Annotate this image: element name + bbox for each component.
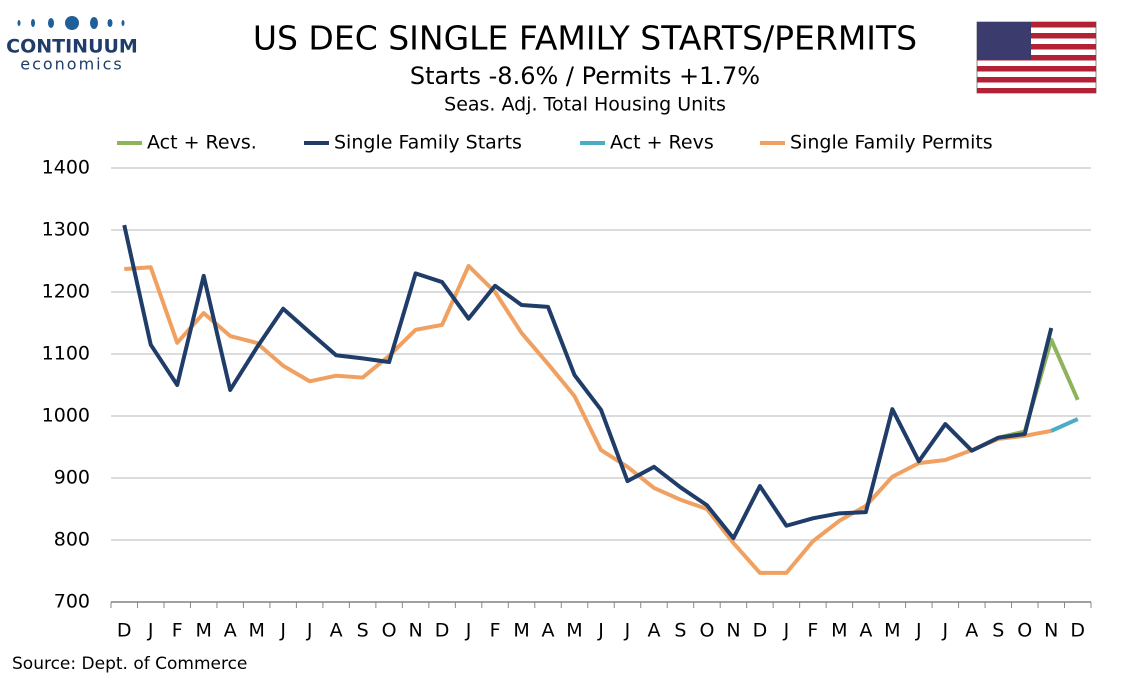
x-tick-label: S [992,620,1004,642]
y-tick-label: 1100 [42,343,90,365]
source: Source: Dept. of Commerce [12,654,247,674]
logo-tagline: economics [20,55,124,74]
x-tick-label: M [195,620,211,642]
x-tick-label: S [674,620,686,642]
y-tick-label: 1200 [42,281,90,303]
x-tick-label: J [783,620,790,642]
logo: CONTINUUM economics [6,16,138,74]
x-tick-label: J [465,620,472,642]
x-tick-label: D [1070,620,1085,642]
series-line [122,224,1054,541]
x-tick-label: F [172,620,183,642]
x-tick-label: J [942,620,949,642]
logo-name: CONTINUUM [6,36,138,58]
x-tick-label: O [699,620,714,642]
x-tick-label: D [435,620,450,642]
chart-subtitle: Starts -8.6% / Permits +1.7% [410,62,760,90]
legend-label: Single Family Starts [334,132,522,154]
y-tick-label: 700 [54,591,90,613]
x-tick-label: A [965,620,978,642]
x-tick-label: A [859,620,872,642]
x-tick-label: S [357,620,369,642]
x-tick-label: J [597,620,604,642]
x-tick-label: A [224,620,237,642]
x-tick-label: J [624,620,631,642]
x-tick-label: A [542,620,555,642]
x-tick-label: A [330,620,343,642]
y-tick-label: 1400 [42,157,90,179]
x-tick-label: A [647,620,660,642]
x-tick-label: J [147,620,154,642]
x-tick-label: D [753,620,768,642]
x-tick-label: M [566,620,582,642]
x-tick-label: F [490,620,501,642]
chart-title: US DEC SINGLE FAMILY STARTS/PERMITS [253,19,917,58]
x-tick-label: J [306,620,313,642]
legend-label: Act + Revs. [147,132,257,154]
legend-label: Act + Revs [610,132,714,154]
x-tick-label: J [915,620,922,642]
series-line [1050,417,1079,433]
x-tick-label: N [726,620,740,642]
y-tick-label: 1300 [42,219,90,241]
x-tick-label: O [382,620,397,642]
x-tick-label: M [513,620,529,642]
series-line [124,263,1052,575]
x-tick-label: J [279,620,286,642]
x-tick-label: F [807,620,818,642]
x-tick-label: N [408,620,422,642]
x-tick-label: O [1017,620,1032,642]
x-tick-label: M [831,620,847,642]
y-tick-label: 800 [54,529,90,551]
y-tick-label: 900 [54,467,90,489]
x-tick-label: N [1044,620,1058,642]
legend-label: Single Family Permits [790,132,993,154]
flag [976,21,1097,94]
x-tick-label: M [248,620,264,642]
y-tick-label: 1000 [42,405,90,427]
x-tick-label: M [884,620,900,642]
x-tick-label: D [117,620,132,642]
chart-note: Seas. Adj. Total Housing Units [444,94,726,116]
